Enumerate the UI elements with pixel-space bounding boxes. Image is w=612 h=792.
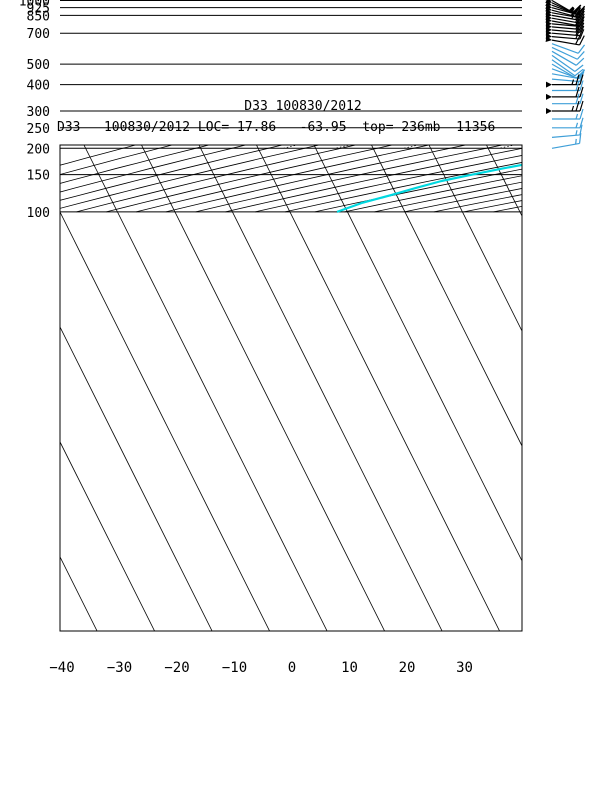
isotherm-line bbox=[60, 441, 155, 631]
wind-barb bbox=[546, 86, 584, 100]
wind-barb bbox=[551, 59, 584, 77]
pressure-label: 1000 bbox=[19, 0, 50, 10]
temperature-tick-label: −10 bbox=[222, 660, 247, 676]
wind-barb bbox=[546, 100, 584, 114]
isotherm-line bbox=[601, 145, 612, 631]
temperature-tick-label: 30 bbox=[456, 660, 473, 676]
wind-barb bbox=[545, 19, 585, 30]
pressure-label: 200 bbox=[27, 142, 50, 157]
isotherm-line bbox=[60, 211, 270, 631]
wind-barb bbox=[552, 80, 584, 92]
temperature-tick-label: −40 bbox=[49, 660, 74, 676]
pressure-label: 400 bbox=[27, 79, 50, 94]
dry-adiabat-line bbox=[135, 145, 431, 213]
temperature-tick-label: −30 bbox=[107, 660, 132, 676]
wind-barbs bbox=[545, 0, 586, 149]
wind-barb bbox=[551, 54, 584, 72]
pressure-label: 300 bbox=[27, 105, 50, 120]
dry-adiabat-line bbox=[463, 200, 522, 213]
temperature-tick-label: −20 bbox=[164, 660, 189, 676]
pressure-label: 700 bbox=[27, 27, 50, 42]
wind-barb bbox=[551, 69, 585, 80]
chart-title: D33 100830/2012 bbox=[244, 99, 361, 114]
temperature-tick-label: 10 bbox=[341, 660, 358, 676]
wind-barb bbox=[545, 34, 585, 46]
pressure-label: 850 bbox=[27, 9, 50, 24]
wind-barb bbox=[551, 46, 585, 60]
pressure-label: 100 bbox=[27, 206, 50, 221]
wind-barb bbox=[545, 12, 585, 24]
isotherm-line bbox=[428, 145, 522, 332]
isotherm-line bbox=[141, 145, 385, 631]
isotherm-line bbox=[256, 145, 500, 631]
wind-barb bbox=[552, 117, 584, 129]
temperature-axis-labels: −40 −30 −20 −10 0 10 20 30 bbox=[49, 660, 473, 676]
temperature-tick-label: 0 bbox=[288, 660, 296, 676]
isotherm-line bbox=[486, 145, 522, 217]
wind-barb bbox=[546, 74, 584, 88]
isobars bbox=[60, 0, 522, 213]
plot-frame bbox=[59, 144, 523, 632]
isotherm-line bbox=[544, 145, 612, 631]
wind-barb bbox=[552, 108, 584, 120]
dry-adiabat-line bbox=[493, 205, 522, 213]
temperature-tick-label: 20 bbox=[399, 660, 416, 676]
dry-adiabat-line bbox=[433, 194, 522, 213]
pressure-label: 500 bbox=[27, 58, 50, 73]
pressure-label: 150 bbox=[27, 169, 50, 184]
isotherm-line bbox=[198, 145, 443, 631]
isotherm-line bbox=[83, 145, 328, 631]
pressure-label: 925 bbox=[27, 2, 50, 17]
background-reference-lines bbox=[60, 0, 612, 631]
dry-adiabat-line bbox=[583, 0, 612, 212]
wind-barb bbox=[545, 16, 585, 27]
wind-barb bbox=[551, 50, 585, 66]
wind-barb bbox=[551, 43, 586, 54]
pressure-label: 250 bbox=[27, 122, 50, 137]
wind-barb bbox=[552, 93, 584, 105]
isotherm-line bbox=[371, 145, 522, 447]
wind-barb bbox=[551, 132, 582, 149]
wind-barb bbox=[551, 124, 583, 138]
isotherm-line bbox=[60, 326, 213, 631]
isotherm-line bbox=[313, 145, 522, 562]
